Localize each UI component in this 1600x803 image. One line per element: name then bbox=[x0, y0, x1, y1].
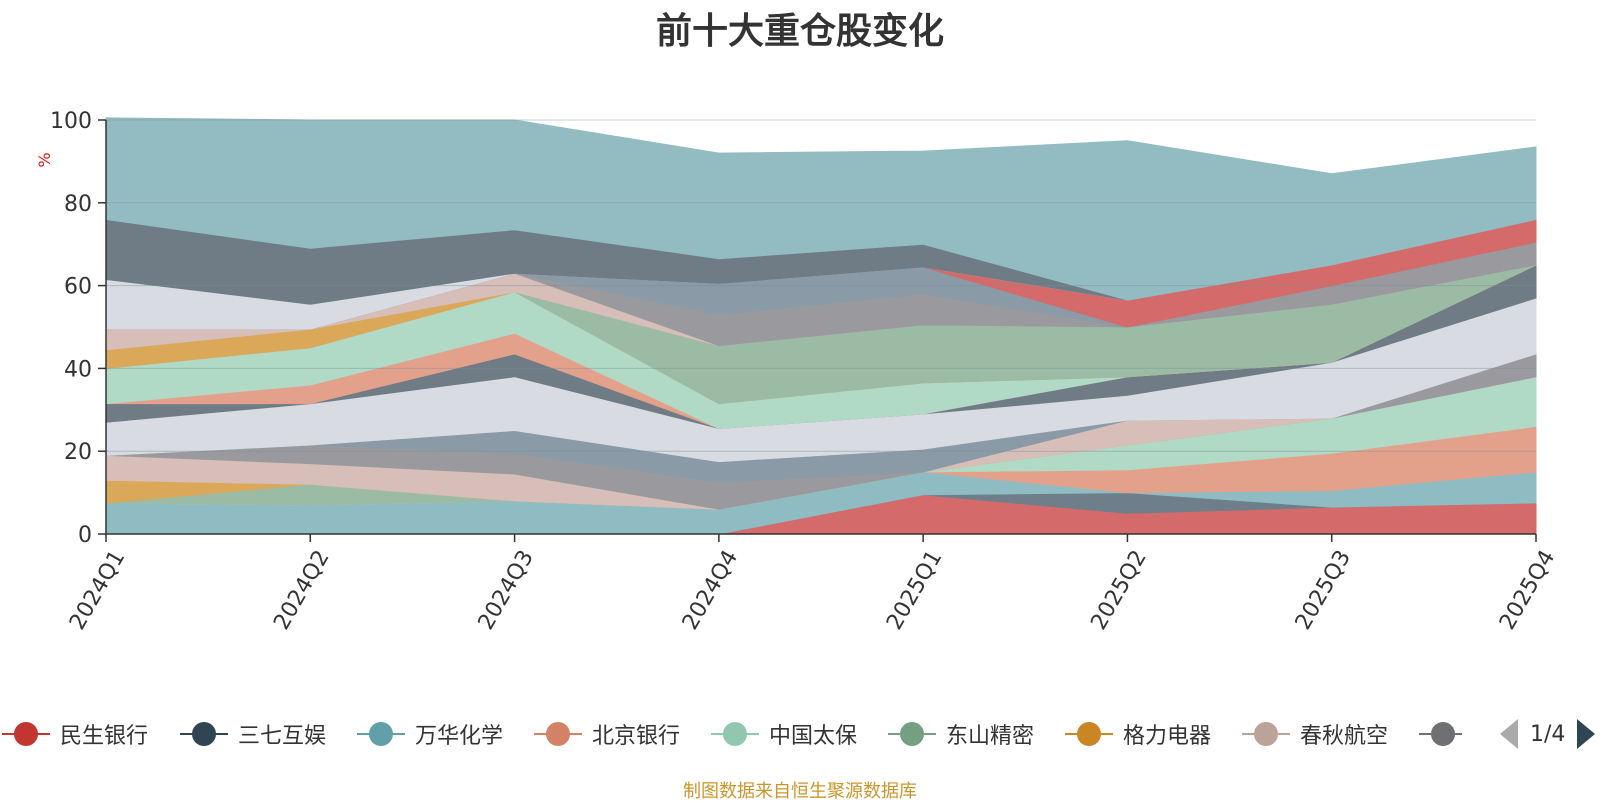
legend-marker-icon bbox=[1417, 719, 1462, 749]
legend-pager: 1/4 bbox=[1500, 716, 1596, 752]
legend-items: 民生银行 三七互娱 万华化学 北京银行 中国太保 东山精密 格力电器 春秋航空 中国中免 bbox=[0, 716, 1462, 752]
y-axis-label: % bbox=[35, 152, 54, 167]
legend-marker-icon bbox=[709, 719, 761, 749]
legend-label: 民生银行 bbox=[60, 724, 149, 749]
legend-label: 格力电器 bbox=[1123, 724, 1212, 749]
x-tick-label: 2024Q4 bbox=[678, 546, 743, 634]
legend-next-arrow-icon[interactable] bbox=[1577, 719, 1596, 749]
legend-item[interactable]: 中国太保 bbox=[709, 716, 857, 752]
data-source-note: 制图数据来自恒生聚源数据库 bbox=[683, 781, 917, 802]
legend-marker-icon bbox=[1063, 719, 1115, 749]
legend-marker-icon bbox=[532, 719, 584, 749]
y-tick-label: 20 bbox=[64, 440, 92, 465]
legend-item[interactable]: 民生银行 bbox=[0, 716, 148, 752]
x-tick-label: 2024Q1 bbox=[65, 546, 130, 634]
x-tick-label: 2024Q2 bbox=[269, 546, 334, 634]
x-tick-label: 2025Q2 bbox=[1086, 546, 1151, 634]
legend-item[interactable]: 北京银行 bbox=[532, 716, 680, 752]
y-tick-label: 40 bbox=[64, 357, 92, 382]
y-tick-label: 100 bbox=[50, 109, 92, 134]
legend-marker-icon bbox=[0, 719, 52, 749]
legend-item[interactable]: 格力电器 bbox=[1063, 716, 1211, 752]
area-layers bbox=[105, 117, 1537, 535]
area-series-22 bbox=[105, 117, 1537, 301]
x-tick-label: 2025Q4 bbox=[1495, 546, 1560, 634]
legend-label: 北京银行 bbox=[592, 724, 681, 749]
legend-page-indicator: 1/4 bbox=[1530, 721, 1566, 747]
chart-title: 前十大重仓股变化 bbox=[655, 11, 944, 52]
legend-marker-icon bbox=[355, 719, 407, 749]
legend-item[interactable]: 中国中免 bbox=[1417, 716, 1462, 752]
legend-prev-arrow-icon[interactable] bbox=[1500, 719, 1518, 749]
y-tick-label: 0 bbox=[78, 523, 92, 548]
legend-label: 三七互娱 bbox=[238, 724, 327, 749]
y-tick-label: 80 bbox=[64, 192, 92, 217]
x-tick-label: 2024Q3 bbox=[474, 546, 539, 634]
legend-item[interactable]: 万华化学 bbox=[355, 716, 503, 752]
legend-marker-icon bbox=[886, 719, 938, 749]
legend-marker-icon bbox=[1240, 719, 1292, 749]
chart-plot: 0 20 40 60 80 100 2024Q1 2024Q2 2024Q3 2024Q4 2025… bbox=[35, 109, 1560, 634]
x-tick-label: 2025Q1 bbox=[882, 546, 947, 634]
x-tick-label: 2025Q3 bbox=[1291, 546, 1356, 634]
legend-item[interactable]: 三七互娱 bbox=[178, 716, 326, 752]
legend-item[interactable]: 春秋航空 bbox=[1240, 716, 1388, 752]
legend-label: 春秋航空 bbox=[1300, 724, 1389, 749]
y-tick-label: 60 bbox=[64, 275, 92, 300]
legend-label: 万华化学 bbox=[415, 724, 504, 749]
legend: 民生银行 三七互娱 万华化学 北京银行 中国太保 东山精密 格力电器 春秋航空 中国中免 bbox=[0, 716, 1600, 752]
legend-label: 东山精密 bbox=[946, 724, 1035, 749]
legend-item[interactable]: 东山精密 bbox=[886, 716, 1034, 752]
gridlines bbox=[106, 119, 1536, 452]
legend-label: 中国太保 bbox=[769, 724, 858, 749]
legend-marker-icon bbox=[178, 719, 230, 749]
